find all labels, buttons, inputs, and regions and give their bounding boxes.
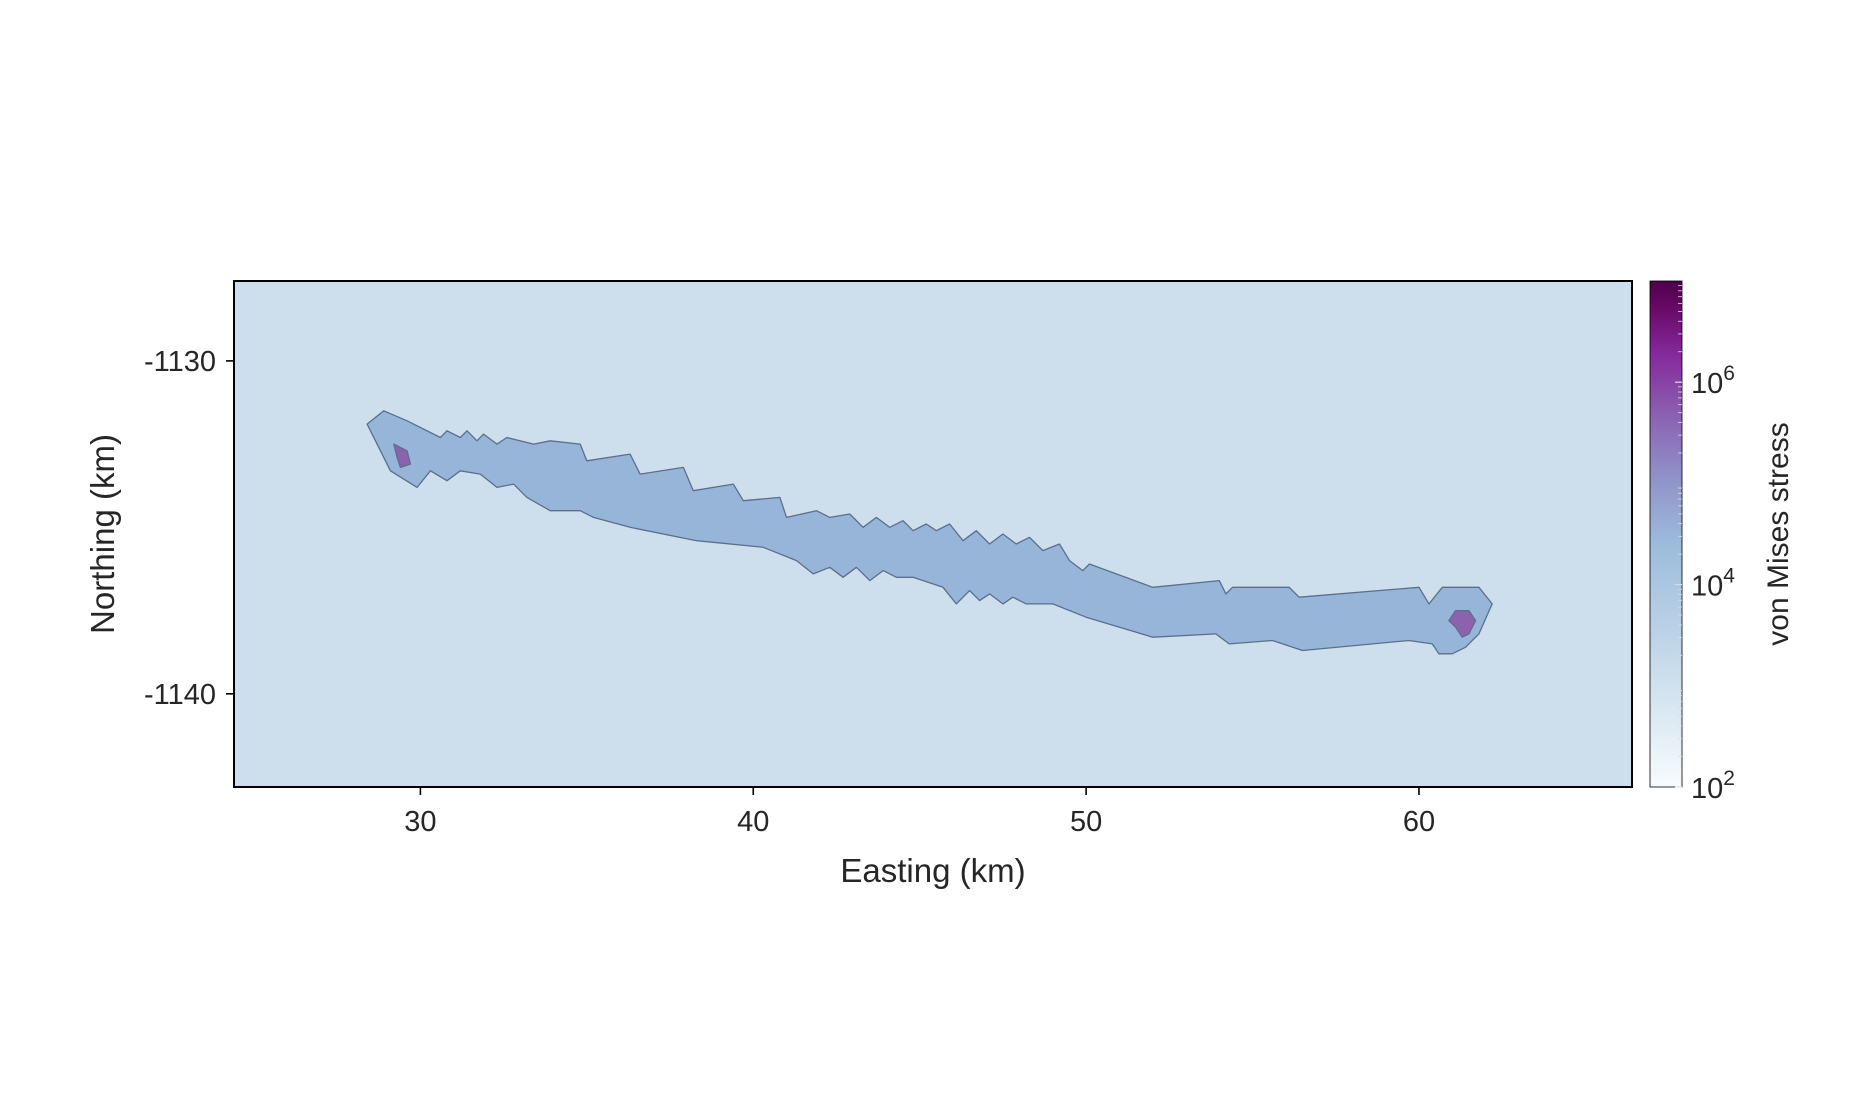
glacier-band (366, 410, 1493, 655)
colorbar-ticks: 102 104 106 (1675, 285, 1735, 805)
x-axis-title: Easting (km) (840, 852, 1025, 889)
colorbar-title: von Mises stress (1762, 422, 1795, 645)
colorbar (1649, 280, 1683, 788)
plot-frame (233, 280, 1633, 788)
colorbar-tick-label: 106 (1691, 362, 1735, 400)
x-tick-label: 60 (1403, 806, 1435, 838)
y-axis-ticks: -1130 -1140 (144, 346, 234, 711)
y-tick-label: -1130 (144, 346, 216, 378)
colorbar-tick-label: 104 (1691, 565, 1735, 603)
stress-spot-west (393, 443, 412, 469)
stress-regions (366, 410, 1493, 655)
x-tick-label: 50 (1070, 806, 1102, 838)
stress-spot-east (1448, 609, 1477, 638)
y-tick-label: -1140 (144, 679, 216, 711)
y-axis-title: Northing (km) (84, 434, 121, 634)
colorbar-tick-label: 102 (1691, 767, 1735, 805)
x-tick-label: 30 (404, 806, 436, 838)
x-axis-ticks: 30 40 50 60 (404, 787, 1435, 838)
x-tick-label: 40 (737, 806, 769, 838)
